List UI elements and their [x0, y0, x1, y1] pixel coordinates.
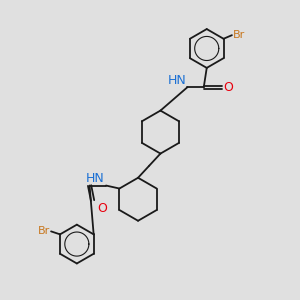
Text: Br: Br — [38, 226, 50, 236]
Text: O: O — [224, 81, 233, 94]
Text: O: O — [97, 202, 107, 215]
Text: Br: Br — [232, 30, 245, 40]
Text: HN: HN — [167, 74, 186, 87]
Text: HN: HN — [86, 172, 105, 184]
